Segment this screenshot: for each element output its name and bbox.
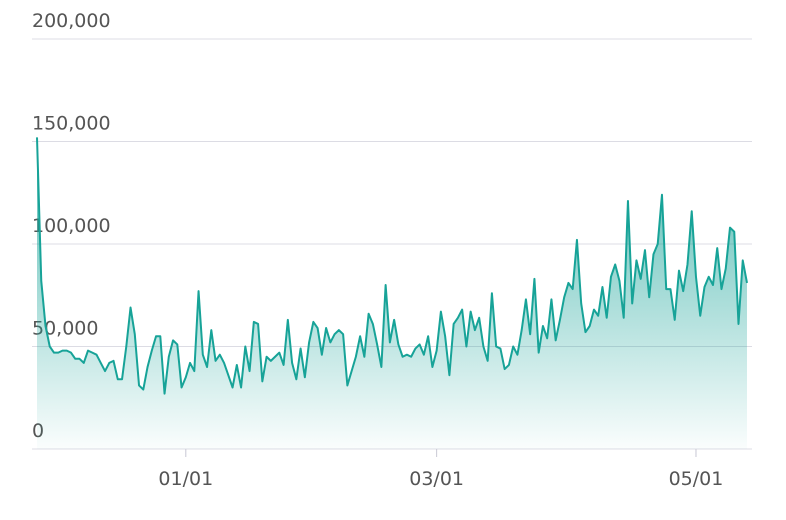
y-tick-label: 200,000 xyxy=(32,10,111,32)
x-tick-label: 03/01 xyxy=(409,468,464,490)
y-tick-label: 150,000 xyxy=(32,113,111,135)
area-fill xyxy=(37,137,747,449)
x-tick-label: 01/01 xyxy=(158,468,213,490)
y-tick-label: 100,000 xyxy=(32,215,111,237)
y-tick-label: 50,000 xyxy=(32,318,98,340)
line xyxy=(36,137,748,395)
x-tick-label: 05/01 xyxy=(669,468,724,490)
